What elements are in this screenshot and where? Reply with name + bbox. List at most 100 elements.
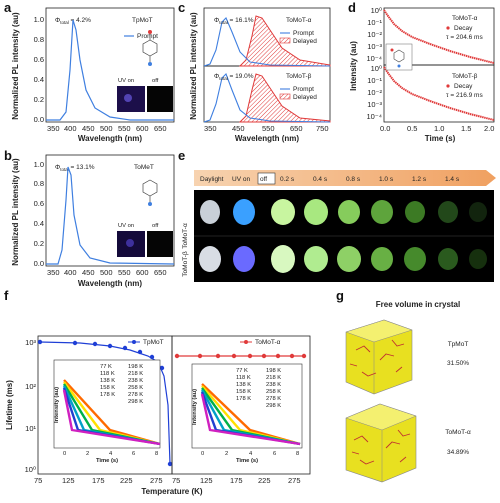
svg-text:138 K: 138 K <box>236 382 251 388</box>
panel-f-left-inset-decays <box>62 379 161 446</box>
panel-b-prompt-curve <box>46 166 175 265</box>
panel-g: g Free volume in crystal TpMoT 31.50% To… <box>336 288 471 483</box>
svg-text:118 K: 118 K <box>100 371 115 377</box>
panel-c: c Φtotal = 16.1% ToMoT-α Prompt Delayed … <box>178 0 331 143</box>
svg-text:10⁰: 10⁰ <box>25 465 36 474</box>
svg-text:1.2 s: 1.2 s <box>412 176 427 183</box>
svg-text:258 K: 258 K <box>266 389 281 395</box>
svg-text:350: 350 <box>47 124 60 133</box>
svg-text:278 K: 278 K <box>266 396 281 402</box>
panel-e-row-top-label: ToMoT-α <box>182 223 189 249</box>
panel-c-bottom-phi: Φtotal = 19.0% <box>214 73 254 81</box>
panel-d-xlabel: Time (s) <box>425 134 456 143</box>
svg-text:225: 225 <box>120 476 133 485</box>
svg-text:0.4: 0.4 <box>34 75 44 84</box>
panel-d-label: d <box>348 0 356 15</box>
svg-text:1.0: 1.0 <box>34 160 44 169</box>
panel-d-top-legend: Decay <box>454 25 473 32</box>
svg-text:178 K: 178 K <box>236 396 251 402</box>
svg-text:258 K: 258 K <box>128 385 143 391</box>
panel-f-left-xticks: 75 125 175 225 275 <box>34 476 163 485</box>
svg-text:0: 0 <box>63 451 66 457</box>
svg-text:8: 8 <box>155 451 158 457</box>
panel-e-label: e <box>178 148 185 163</box>
panel-d-top-legend-marker <box>446 26 450 30</box>
panel-d-bottom-legend-marker <box>446 84 450 88</box>
panel-b-uv-on: UV on <box>118 223 134 229</box>
panel-e-uv-on: UV on <box>232 176 250 183</box>
svg-text:0.4 s: 0.4 s <box>313 176 328 183</box>
panel-d-top-decay <box>383 9 495 64</box>
panel-f-right-inset-xlabel: Time (s) <box>236 458 258 464</box>
panel-c-top-delayed <box>238 15 331 67</box>
svg-text:298 K: 298 K <box>266 403 281 409</box>
svg-text:400: 400 <box>64 124 77 133</box>
panel-d-bottom-compound: ToMoT-β <box>452 73 478 80</box>
panel-f-left-inset-xticks: 0 2 4 6 8 <box>63 451 158 457</box>
panel-d-molecule <box>390 48 405 68</box>
svg-text:10⁰: 10⁰ <box>371 6 382 15</box>
panel-c-xticks: 350 450 550 650 750 <box>204 124 329 133</box>
svg-text:400: 400 <box>64 268 77 277</box>
svg-text:10²: 10² <box>25 382 36 391</box>
panel-b-yticks: 0.0 0.2 0.4 0.6 0.8 1.0 <box>34 160 44 268</box>
panel-e-off-box <box>257 172 276 185</box>
panel-a-label: a <box>4 0 12 15</box>
panel-a-uv-glow <box>124 94 132 102</box>
panel-d-bottom-tau: τ = 216.9 ms <box>446 92 483 99</box>
svg-text:350: 350 <box>204 124 217 133</box>
panel-g-crystal-top <box>345 319 413 395</box>
panel-f-left-points <box>37 339 173 467</box>
svg-text:0.8: 0.8 <box>34 35 44 44</box>
svg-text:0.0: 0.0 <box>34 115 44 124</box>
svg-text:1.0: 1.0 <box>434 124 444 133</box>
svg-text:0.0: 0.0 <box>380 124 390 133</box>
svg-text:2.0: 2.0 <box>484 124 494 133</box>
panel-f-yticks: 10³ 10² 10¹ 10⁰ <box>25 338 37 474</box>
svg-text:600: 600 <box>136 268 149 277</box>
svg-text:450: 450 <box>82 124 95 133</box>
panel-c-top-delayed-legend: Delayed <box>293 38 317 45</box>
panel-f-right-inset-xticks: 0 2 4 6 8 <box>201 451 299 457</box>
panel-f-right-legend-marker <box>244 340 248 344</box>
panel-b: b Φtotal = 13.1% ToMeT UV on off 350 400 … <box>4 148 175 288</box>
panel-f-label: f <box>4 288 9 303</box>
panel-b-ylabel: Normalized PL intensity (au) <box>11 158 20 266</box>
panel-c-bottom-compound: ToMoT-β <box>286 73 312 80</box>
panel-a-yticks: 0.0 0.2 0.4 0.6 0.8 1.0 <box>34 15 44 124</box>
svg-text:500: 500 <box>100 268 113 277</box>
svg-text:0.5: 0.5 <box>407 124 417 133</box>
svg-text:77 K: 77 K <box>236 368 248 374</box>
svg-text:178 K: 178 K <box>100 392 115 398</box>
panel-f-ylabel: Lifetime (ms) <box>5 380 14 430</box>
svg-text:225: 225 <box>258 476 271 485</box>
svg-text:4: 4 <box>109 451 113 457</box>
panel-d-top-tau: τ = 204.6 ms <box>446 34 483 41</box>
svg-text:75: 75 <box>172 476 180 485</box>
panel-g-bottom-name: ToMoT-α <box>445 429 471 436</box>
svg-text:8: 8 <box>296 451 299 457</box>
svg-text:175: 175 <box>230 476 243 485</box>
svg-text:750: 750 <box>316 124 329 133</box>
panel-c-ylabel: Normalized PL intensity (au) <box>189 12 198 120</box>
svg-text:1.4 s: 1.4 s <box>445 176 460 183</box>
svg-text:2: 2 <box>225 451 228 457</box>
svg-text:450: 450 <box>82 268 95 277</box>
svg-text:550: 550 <box>262 124 275 133</box>
svg-text:0.8 s: 0.8 s <box>346 176 361 183</box>
panel-c-top-delayed-key <box>279 37 291 44</box>
panel-f-left-legend-marker <box>132 340 136 344</box>
svg-text:0.2: 0.2 <box>34 239 44 248</box>
svg-text:10⁻⁴: 10⁻⁴ <box>366 54 382 63</box>
svg-text:125: 125 <box>62 476 75 485</box>
panel-c-xlabel: Wavelength (nm) <box>235 134 299 143</box>
svg-text:138 K: 138 K <box>100 378 115 384</box>
panel-b-xlabel: Wavelength (nm) <box>78 279 142 288</box>
svg-text:1.0: 1.0 <box>34 15 44 24</box>
panel-e-row-bottom-blobs <box>199 245 487 273</box>
panel-a-legend: Prompt <box>137 33 158 40</box>
panel-a-ylabel: Normalized PL intensity (au) <box>11 12 20 120</box>
svg-text:278 K: 278 K <box>128 392 143 398</box>
panel-e-times: 0.2 s 0.4 s 0.8 s 1.0 s 1.2 s 1.4 s <box>280 176 460 183</box>
